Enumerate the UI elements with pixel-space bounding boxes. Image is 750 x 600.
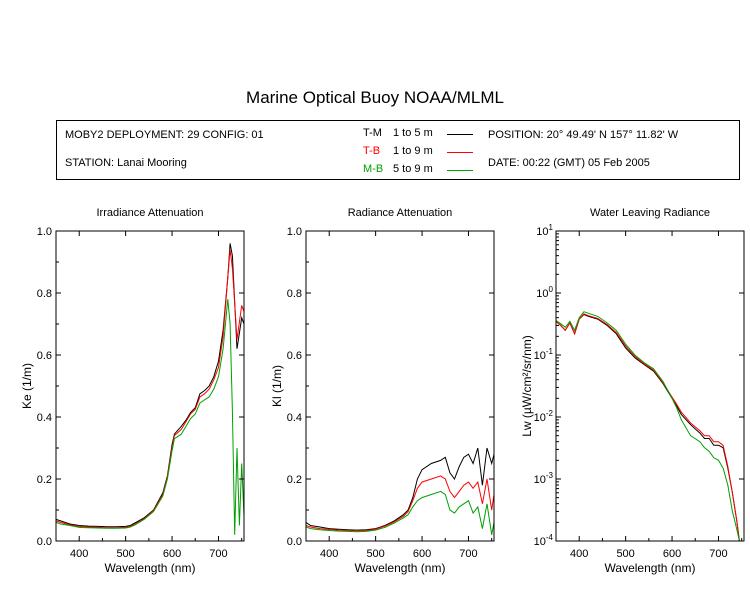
x-tick-label: 700	[709, 548, 727, 560]
legend-line-tb	[447, 152, 473, 153]
series-line-m-b	[556, 311, 740, 541]
y-tick-label: 0.6	[37, 350, 52, 362]
series-line-m-b	[56, 299, 244, 535]
series-group	[56, 243, 244, 535]
y-tick-label: 10-3	[534, 471, 554, 486]
y-tick-label: 0.0	[37, 536, 52, 548]
x-tick-label: 600	[163, 548, 181, 560]
y-axis-label: Ke (1/m)	[20, 363, 34, 409]
y-tick-label: 101	[536, 223, 553, 238]
y-tick-label: 0.8	[37, 288, 52, 300]
series-line-m-b	[306, 490, 494, 535]
legend-range-tb: 1 to 9 m	[393, 145, 433, 157]
series-line-t-m	[556, 313, 740, 541]
legend-line-mb	[447, 170, 473, 171]
x-axis-label: Wavelength (nm)	[355, 561, 446, 575]
chart-main-title: Marine Optical Buoy NOAA/MLML	[246, 88, 504, 107]
y-tick-label: 0.4	[37, 412, 52, 424]
series-line-t-b	[306, 475, 494, 532]
series-line-t-m	[306, 447, 494, 531]
y-tick-label: 10-2	[534, 409, 554, 424]
x-tick-label: 500	[616, 548, 634, 560]
y-tick-label: 0.2	[287, 474, 302, 486]
panel-title: Water Leaving Radiance	[590, 207, 710, 219]
series-line-t-b	[556, 313, 740, 541]
series-group	[306, 447, 494, 535]
x-tick-label: 600	[663, 548, 681, 560]
y-tick-label: 10-4	[534, 533, 554, 548]
legend-pair-tb: T-B	[363, 145, 381, 157]
plot-frame	[55, 230, 245, 542]
chart-panel-1: Irradiance Attenuation 400 500 600 700 0.0 0.2…	[20, 207, 245, 575]
plot-frame	[305, 230, 495, 542]
y-axis-label: Kl (1/m)	[270, 365, 284, 407]
x-axis-label: Wavelength (nm)	[105, 561, 196, 575]
y-axis-label: Lw (µW/cm²/sr/nm)	[520, 335, 534, 437]
date-text: DATE: 00:22 (GMT) 05 Feb 2005	[488, 157, 650, 169]
y-tick-label: 1.0	[287, 226, 302, 238]
deployment-text: MOBY2 DEPLOYMENT: 29 CONFIG: 01	[65, 129, 264, 141]
position-text: POSITION: 20° 49.49' N 157° 11.82' W	[488, 129, 679, 141]
x-tick-label: 500	[116, 548, 134, 560]
series-line-t-b	[56, 249, 244, 529]
y-tick-label: 0.4	[287, 412, 302, 424]
x-tick-label: 600	[413, 548, 431, 560]
plot-frame	[555, 230, 745, 542]
y-tick-label: 10-1	[534, 347, 554, 362]
x-tick-label: 400	[70, 548, 88, 560]
legend-pair-mb: M-B	[363, 163, 384, 175]
y-tick-label: 100	[536, 285, 553, 300]
deployment-info-box: MOBY2 DEPLOYMENT: 29 CONFIG: 01 STATION:…	[56, 120, 740, 180]
legend-range-mb: 5 to 9 m	[393, 163, 433, 175]
x-tick-label: 400	[320, 548, 338, 560]
chart-panel-2: Radiance Attenuation 400 500 600 700 0.0 0.2 0.…	[270, 207, 495, 575]
series-group	[556, 311, 740, 541]
chart-panel-3: Water Leaving Radiance 400 500 600 700 10-4 10…	[520, 207, 745, 575]
legend-pair-tm: T-M	[363, 127, 382, 139]
panel-title: Irradiance Attenuation	[96, 207, 203, 219]
panel-title: Radiance Attenuation	[348, 207, 453, 219]
x-tick-label: 700	[209, 548, 227, 560]
station-text: STATION: Lanai Mooring	[65, 157, 187, 169]
legend-line-tm	[447, 134, 473, 135]
legend-range-tm: 1 to 5 m	[393, 127, 433, 139]
y-tick-label: 1.0	[37, 226, 52, 238]
x-tick-label: 700	[459, 548, 477, 560]
y-tick-label: 0.2	[37, 474, 52, 486]
x-tick-label: 400	[570, 548, 588, 560]
y-tick-label: 0.0	[287, 536, 302, 548]
y-tick-label: 0.6	[287, 350, 302, 362]
y-tick-label: 0.8	[287, 288, 302, 300]
x-tick-label: 500	[366, 548, 384, 560]
x-axis-label: Wavelength (nm)	[605, 561, 696, 575]
